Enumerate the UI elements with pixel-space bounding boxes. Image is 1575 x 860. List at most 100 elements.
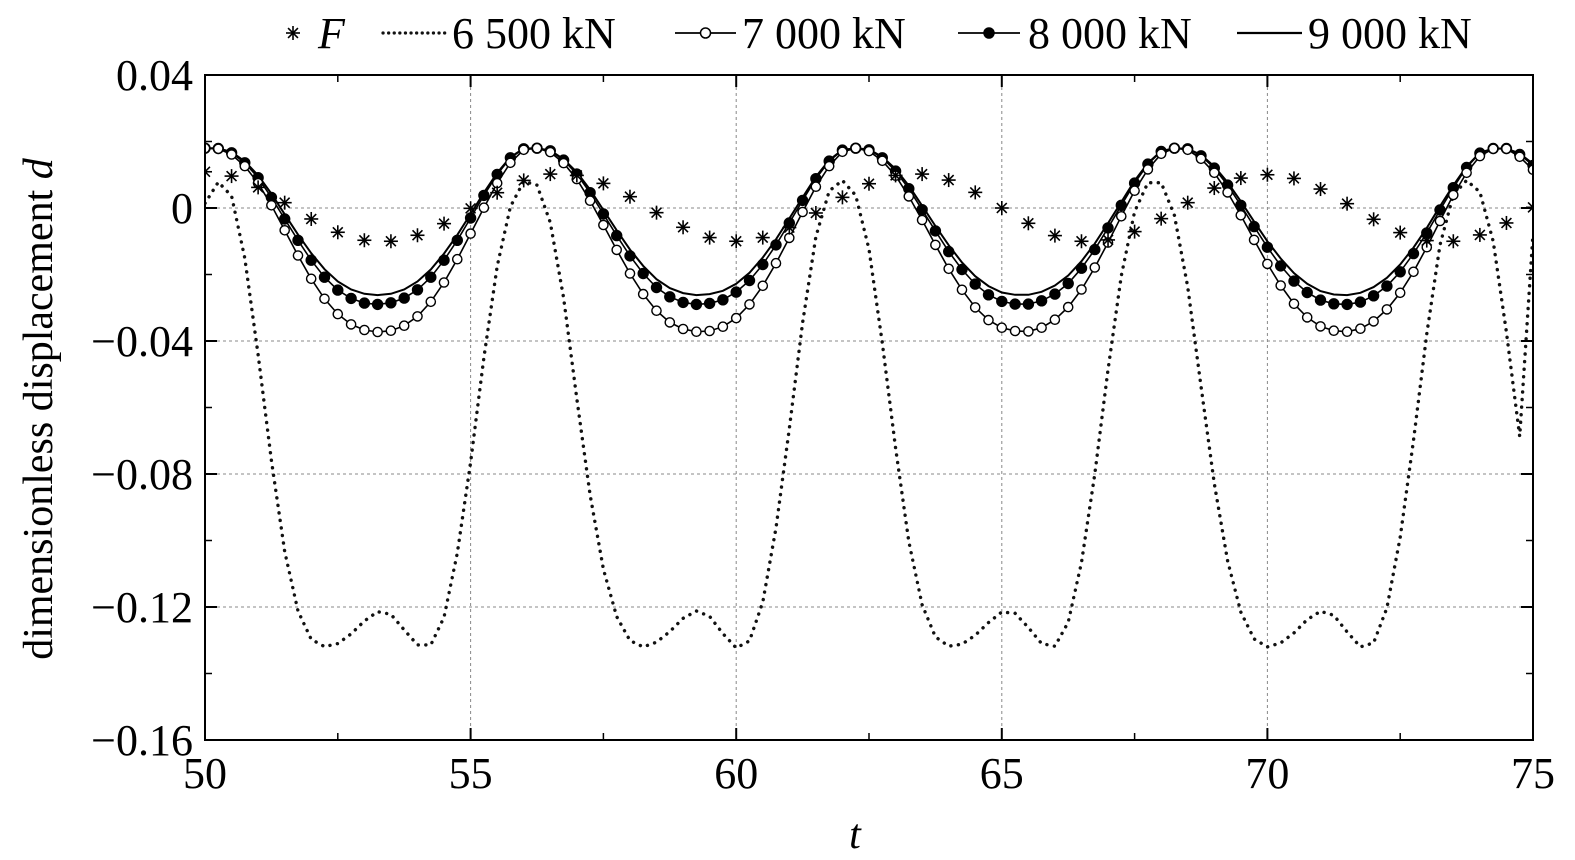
series-line-filled-circle-point — [1049, 288, 1061, 300]
series-line-open-circle-point — [332, 308, 344, 320]
series-asterisk-marker-point — [808, 205, 823, 220]
legend-item-dotted-label: 6 500 kN — [452, 9, 616, 58]
series-line-open-circle-point — [1514, 151, 1525, 163]
series-line-open-circle-point — [1009, 325, 1021, 337]
series-line-open-circle-point — [651, 305, 662, 317]
series-line-open-circle-point — [279, 224, 291, 236]
series-line-open-circle-point — [903, 191, 915, 202]
series-line-filled-circle-point — [305, 254, 317, 266]
series-asterisk-marker-point — [1260, 167, 1275, 182]
series-line-filled-circle-point — [478, 189, 490, 202]
series-asterisk-marker-point — [888, 168, 903, 183]
series-asterisk-marker-point — [490, 185, 505, 200]
series-asterisk-marker-point — [410, 228, 425, 243]
series-line-filled-circle-point — [730, 286, 742, 298]
legend-item-asterisk-marker: F — [286, 9, 346, 58]
series-asterisk-marker-point — [915, 167, 930, 182]
series-line-open-circle-point — [345, 319, 357, 330]
series-line-open-circle-point — [1394, 287, 1406, 299]
series-line-filled-circle-point — [956, 263, 968, 276]
x-axis-label: t — [849, 812, 862, 858]
legend-item-solid-label: 9 000 kN — [1308, 9, 1472, 58]
series-line-open-circle-point — [1209, 167, 1220, 179]
series-line-filled-circle-point — [1075, 262, 1088, 274]
series-asterisk-marker-point — [1419, 233, 1434, 248]
series-line-filled-circle-point — [969, 278, 981, 290]
series-line-filled-circle-point — [358, 297, 371, 309]
series-asterisk-marker-point — [251, 180, 266, 195]
x-tick-label: 55 — [449, 749, 493, 798]
series-line-open-circle-point — [1275, 280, 1286, 291]
series-asterisk-marker-point — [622, 189, 637, 204]
y-tick-label: −0.12 — [91, 583, 193, 632]
series-line-filled-circle-point — [597, 208, 610, 220]
series-line-open-circle-point — [691, 326, 702, 338]
series-line-filled-circle-point — [1035, 295, 1048, 307]
series-line-filled-circle-line — [205, 147, 1533, 306]
series-line-filled-circle-point — [1354, 296, 1367, 308]
legend-item-solid: 9 000 kN — [1237, 9, 1472, 58]
series-asterisk-marker-point — [1127, 224, 1142, 239]
series-line-filled-circle-point — [292, 234, 304, 247]
series-line-filled-circle-point — [438, 254, 450, 266]
series-line-open-circle-point — [412, 311, 423, 322]
series-line-open-circle-point — [717, 321, 729, 333]
legend-item-line-filled-circle: 8 000 kN — [958, 9, 1192, 58]
y-tick-label: −0.16 — [91, 716, 193, 765]
series-line-open-circle-point — [518, 144, 530, 156]
series-line-filled-circle-point — [1407, 247, 1420, 260]
series-line-filled-circle-point — [425, 271, 437, 283]
series-line-open-circle-point — [611, 244, 623, 256]
legend-item-dotted: 6 500 kN — [381, 9, 616, 58]
series-line-open-circle-point — [850, 142, 862, 154]
series-asterisk-marker-point — [1446, 234, 1461, 249]
series-line-open-circle-point — [1341, 326, 1353, 338]
series-line-filled-circle-point — [1288, 275, 1300, 287]
series-line-filled-circle-point — [332, 284, 344, 296]
series-line-open-circle-point — [943, 263, 955, 275]
series-line-open-circle-point — [1328, 325, 1340, 337]
series-line-open-circle-point — [372, 326, 383, 338]
series-line-filled-circle-point — [1009, 298, 1021, 310]
series-asterisk-marker-point — [516, 173, 531, 188]
series-line-open-circle-point — [531, 142, 543, 154]
x-tick-label: 75 — [1511, 749, 1555, 798]
plot-frame — [204, 74, 1534, 741]
series-line-open-circle-point — [1142, 164, 1154, 175]
series-line-open-circle-point — [212, 143, 224, 155]
series-solid — [205, 147, 1533, 297]
series-line-open-circle-point — [664, 317, 676, 328]
series-line-open-circle-point — [1023, 326, 1034, 337]
series-asterisk-marker-point — [1047, 228, 1062, 243]
series-line-filled-circle-point — [996, 295, 1008, 308]
series-asterisk-marker-point — [437, 216, 452, 231]
series-line-open-circle-point — [1501, 143, 1512, 155]
series-asterisk-marker-point — [941, 173, 956, 188]
series-line-filled-circle-point — [703, 297, 716, 310]
series-line-filled-circle-point — [770, 239, 782, 251]
series-asterisk-marker-point — [1472, 227, 1487, 242]
series-line-open-circle-point — [877, 155, 888, 167]
series-line-filled-circle — [205, 142, 1533, 311]
series-line-open-circle-point — [837, 146, 848, 158]
series-asterisk-marker-point — [729, 234, 744, 249]
series-line-open-circle-point — [319, 293, 330, 305]
series-line-filled-circle-point — [1314, 294, 1327, 306]
series-line-open-circle-point — [205, 142, 211, 154]
series-line-filled-circle-point — [1261, 241, 1274, 253]
legend-item-line-open-circle-label: 7 000 kN — [742, 9, 906, 58]
grid — [205, 75, 1533, 740]
series-line-open-circle-point — [956, 284, 968, 296]
series-line-open-circle-point — [677, 323, 689, 335]
series-line-filled-circle-point — [796, 194, 809, 207]
series-dotted — [205, 178, 1533, 651]
series-asterisk-marker-point — [383, 234, 398, 249]
series-line-filled-circle-point — [929, 225, 942, 237]
series-line-filled-circle-point — [982, 289, 995, 301]
series-line-filled-circle-point — [690, 298, 703, 311]
series-asterisk-marker-point — [649, 205, 664, 220]
series-asterisk-marker-point — [1207, 181, 1222, 196]
series-line-open-circle-point — [1474, 150, 1486, 162]
series-line-filled-circle-point — [1062, 277, 1074, 290]
series-line-open-circle-point — [1288, 298, 1300, 310]
